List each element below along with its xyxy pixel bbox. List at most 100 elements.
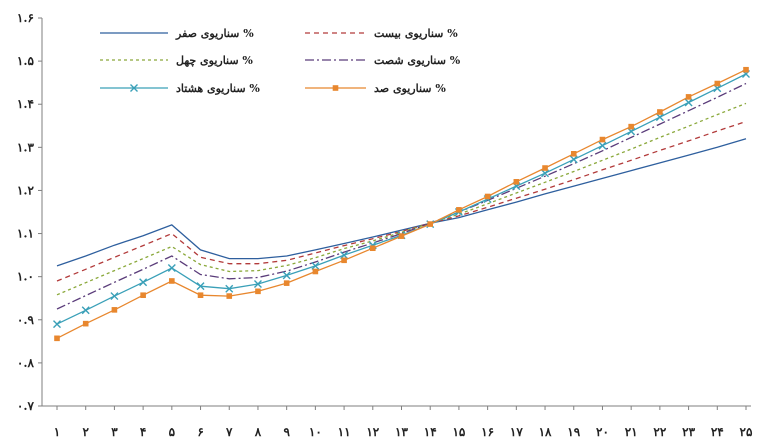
- data-point: [130, 84, 138, 92]
- data-point: [340, 251, 349, 260]
- x-tick-label: ۱۹: [567, 425, 580, 439]
- legend-marker: [130, 84, 138, 92]
- y-tick-label: ۱.۵: [17, 54, 35, 68]
- axes: [41, 18, 751, 407]
- data-point: [714, 80, 721, 87]
- y-tick-label: ۱.۴: [17, 97, 34, 111]
- series-lines: [53, 66, 750, 342]
- x-tick-label: ۵: [169, 425, 176, 439]
- data-point: [282, 271, 291, 280]
- data-point: [82, 320, 89, 327]
- data-point: [513, 179, 520, 185]
- data-point: [53, 320, 61, 329]
- data-point: [311, 261, 320, 270]
- y-tick-label: ۱.۳: [17, 140, 35, 154]
- data-point: [598, 141, 607, 150]
- x-tick-label: ۲۰: [596, 425, 609, 439]
- x-tick-label: ۱۸: [539, 425, 552, 439]
- x-tick-label: ۲۳: [682, 425, 695, 439]
- x-tick-label: ۱۳: [395, 425, 408, 439]
- y-tick-label: ۱.۰: [17, 270, 34, 284]
- x-tick-label: ۱۴: [424, 425, 437, 439]
- data-point: [81, 306, 90, 315]
- x-tick-label: ۲۱: [625, 425, 638, 439]
- x-tick-label: ۱۷: [510, 425, 523, 439]
- x-tick-label: ۱۵: [452, 425, 465, 439]
- data-point: [140, 292, 146, 299]
- x-tick-label: ۶: [197, 425, 203, 439]
- x-tick-label: ۴: [140, 425, 146, 439]
- series-5: [53, 70, 750, 329]
- x-tick-label: ۱۲: [366, 425, 379, 439]
- data-point: [253, 280, 262, 288]
- data-point: [541, 169, 550, 178]
- y-tick-label: ۱.۶: [17, 11, 34, 25]
- legend-item: سناریوی چهل %: [100, 54, 253, 67]
- legend-item: سناریوی صد %: [305, 82, 446, 95]
- data-point: [743, 66, 749, 73]
- data-point: [542, 165, 548, 171]
- x-tick-label: ۲۲: [653, 425, 666, 439]
- data-point: [341, 257, 347, 264]
- data-point: [657, 109, 663, 115]
- data-point: [197, 292, 204, 299]
- data-point: [312, 268, 319, 275]
- legend: سناریوی صفر % سناریوی بیست % سناریوی چهل %…: [100, 27, 461, 95]
- legend-item: سناریوی بیست %: [305, 27, 458, 40]
- x-tick-labels: ۱ ۲ ۳ ۴ ۵ ۶ ۷ ۸ ۹ ۱۰ ۱۱ ۱۲ ۱۳ ۱۴ ۱۵ ۱۶ ۱۷ ۱۸ ۱۹ ۲۰ ۲۱ ۲۲ ۲۳ ۲۴ ۲…: [54, 406, 753, 439]
- x-tick-label: ۱۰: [309, 425, 322, 439]
- data-point: [139, 278, 148, 287]
- data-point: [226, 293, 233, 299]
- y-tick-label: ۱.۲: [17, 183, 35, 197]
- y-tick-label: ۰.۹: [17, 313, 35, 327]
- x-tick-label: ۳: [111, 425, 118, 439]
- data-point: [283, 280, 290, 286]
- x-tick-label: ۱: [54, 425, 60, 439]
- x-tick-label: ۱۶: [481, 425, 494, 439]
- legend-item: سناریوی شصت %: [305, 54, 461, 67]
- legend-label: سناریوی چهل %: [176, 54, 253, 67]
- series-6: [54, 66, 749, 342]
- data-point: [167, 264, 176, 273]
- data-point: [484, 193, 491, 200]
- series-1: [56, 138, 747, 267]
- legend-item: سناریوی هشتاد %: [100, 82, 260, 95]
- data-point: [456, 207, 462, 213]
- series-2: [56, 120, 747, 282]
- legend-label: سناریوی صد %: [374, 82, 446, 95]
- x-tick-label: ۷: [225, 425, 233, 439]
- series-line: [56, 69, 747, 339]
- series-line: [56, 138, 747, 267]
- data-point: [255, 288, 261, 295]
- data-point: [54, 335, 60, 342]
- data-point: [225, 284, 234, 293]
- x-tick-label: ۹: [283, 425, 290, 439]
- data-point: [569, 155, 578, 164]
- series-4: [56, 82, 747, 310]
- y-tick-label: ۰.۷: [17, 399, 35, 413]
- x-tick-label: ۲: [82, 425, 89, 439]
- x-tick-label: ۲۵: [740, 425, 753, 439]
- data-point: [599, 136, 606, 143]
- y-tick-labels: ۰.۷ ۰.۸ ۰.۹ ۱.۰ ۱.۱ ۱.۲ ۱.۳ ۱.۴ ۱.۵ ۱.۶: [17, 11, 42, 413]
- y-tick-label: ۰.۸: [17, 356, 35, 370]
- data-point: [684, 98, 693, 107]
- data-point: [628, 123, 634, 130]
- legend-label: سناریوی هشتاد %: [176, 82, 260, 95]
- y-tick-label: ۱.۱: [17, 227, 34, 241]
- x-tick-label: ۸: [254, 425, 262, 439]
- legend-marker: [332, 85, 339, 91]
- data-point: [570, 151, 577, 157]
- x-tick-label: ۱۱: [338, 425, 351, 439]
- legend-item: سناریوی صفر %: [100, 27, 254, 40]
- data-point: [398, 233, 405, 239]
- data-point: [110, 292, 119, 301]
- data-point: [169, 278, 175, 284]
- x-tick-label: ۲۴: [711, 425, 724, 439]
- legend-label: سناریوی صفر %: [175, 27, 254, 40]
- data-point: [427, 221, 434, 227]
- legend-label: سناریوی شصت %: [374, 54, 461, 67]
- data-point: [111, 307, 118, 313]
- data-point: [332, 85, 339, 91]
